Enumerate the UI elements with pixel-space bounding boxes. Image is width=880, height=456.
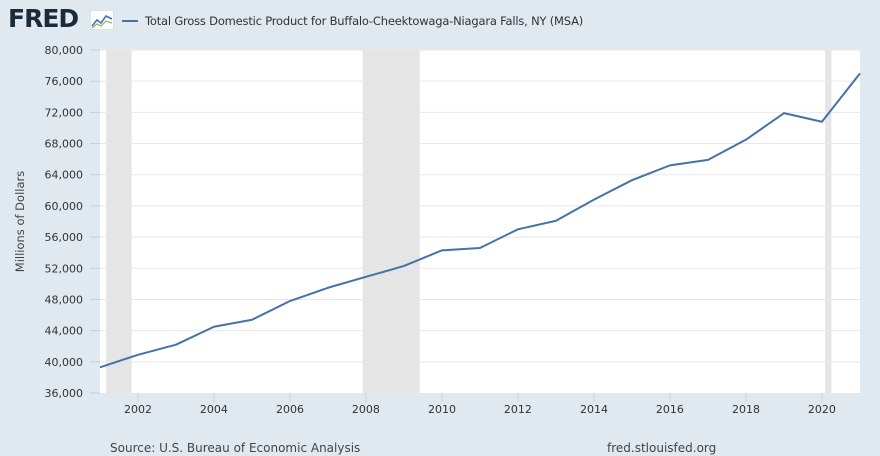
legend-swatch xyxy=(122,20,138,22)
x-axis: 2002 2004 2006 2008 2010 2012 2014 2016 2018 2020 xyxy=(124,393,836,416)
gridlines xyxy=(100,49,860,363)
y-tick-label: 44,000 xyxy=(45,325,84,338)
x-tick-label: 2012 xyxy=(504,403,532,416)
x-tick-label: 2002 xyxy=(124,403,152,416)
recession-band xyxy=(825,50,832,393)
y-tick-label: 76,000 xyxy=(45,75,84,88)
series-layer xyxy=(99,72,861,369)
y-tick-label: 48,000 xyxy=(45,293,84,306)
plot-area xyxy=(100,50,860,393)
y-axis: 36,000 40,000 44,000 48,000 52,000 56,000 60,0… xyxy=(45,44,100,400)
x-tick-label: 2010 xyxy=(428,403,456,416)
fred-logo-chart-icon xyxy=(90,10,114,30)
y-tick-label: 80,000 xyxy=(45,44,84,57)
y-axis-label: Millions of Dollars xyxy=(13,171,27,272)
series-line xyxy=(99,72,861,369)
recession-shading-layer xyxy=(106,50,832,393)
source-credit: Source: U.S. Bureau of Economic Analysis xyxy=(110,441,361,455)
x-tick-label: 2004 xyxy=(200,403,228,416)
fred-logo[interactable]: FRED xyxy=(8,4,79,33)
x-tick-label: 2008 xyxy=(352,403,380,416)
y-tick-label: 52,000 xyxy=(45,262,84,275)
x-tick-label: 2006 xyxy=(276,403,304,416)
y-tick-label: 36,000 xyxy=(45,387,84,400)
y-tick-label: 56,000 xyxy=(45,231,84,244)
x-tick-label: 2020 xyxy=(808,403,836,416)
recession-band xyxy=(106,50,132,393)
x-tick-label: 2014 xyxy=(580,403,608,416)
y-tick-label: 60,000 xyxy=(45,200,84,213)
chart-header: FRED Total Gross Domestic Product for Bu… xyxy=(0,0,880,44)
y-tick-label: 40,000 xyxy=(45,356,84,369)
y-tick-label: 68,000 xyxy=(45,138,84,151)
legend-label: Total Gross Domestic Product for Buffalo… xyxy=(145,14,584,28)
x-tick-label: 2016 xyxy=(656,403,684,416)
chart-legend: Total Gross Domestic Product for Buffalo… xyxy=(122,12,583,30)
x-tick-label: 2018 xyxy=(732,403,760,416)
y-tick-label: 64,000 xyxy=(45,169,84,182)
recession-band xyxy=(362,50,420,393)
y-tick-label: 72,000 xyxy=(45,106,84,119)
site-url[interactable]: fred.stlouisfed.org xyxy=(607,441,717,455)
